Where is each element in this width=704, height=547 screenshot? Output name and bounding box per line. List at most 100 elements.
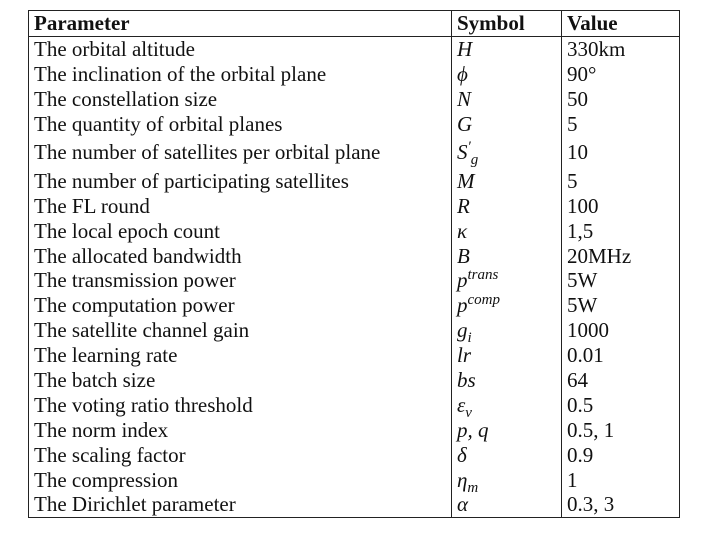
- symbol-cell: G: [451, 111, 562, 137]
- parameter-cell: The compression: [28, 467, 452, 493]
- value-cell: 100: [561, 193, 680, 219]
- parameter-cell: The norm index: [28, 417, 452, 443]
- symbol-base: g: [457, 318, 468, 343]
- symbol-cell: S′g: [451, 136, 562, 169]
- table-row: The local epoch count κ 1,5: [28, 218, 680, 244]
- symbol-superscript: ′: [467, 139, 471, 156]
- symbol-cell: N: [451, 86, 562, 112]
- symbol-base: M: [457, 168, 475, 193]
- symbol-base: lr: [457, 343, 472, 368]
- parameter-cell: The number of satellites per orbital pla…: [28, 136, 452, 169]
- table-row: The voting ratio threshold εv 0.5: [28, 392, 680, 418]
- symbol-base: α: [457, 492, 469, 517]
- symbol-base: G: [457, 112, 473, 136]
- table-row: The allocated bandwidth B 20MHz: [28, 243, 680, 269]
- parameter-cell: The quantity of orbital planes: [28, 111, 452, 137]
- symbol-base: bs: [457, 368, 476, 393]
- symbol-base: η: [457, 467, 468, 492]
- parameter-cell: The FL round: [28, 193, 452, 219]
- table-row: The computation power pcomp 5W: [28, 292, 680, 318]
- symbol-base: δ: [457, 442, 467, 467]
- symbol-subscript: g: [470, 152, 479, 169]
- symbol-base: N: [457, 87, 472, 112]
- symbol-base: p: [457, 293, 468, 318]
- symbol-base: S: [457, 140, 468, 165]
- parameter-cell: The learning rate: [28, 342, 452, 368]
- value-cell: 64: [561, 367, 680, 393]
- symbol-base: R: [457, 193, 470, 218]
- table-row: The compression ηm 1: [28, 467, 680, 493]
- symbol-cell: ηm: [451, 467, 562, 493]
- table-row: The batch size bs 64: [28, 367, 680, 393]
- parameter-table: Parameter Symbol Value The orbital altit…: [28, 10, 680, 518]
- parameter-cell: The Dirichlet parameter: [28, 492, 452, 518]
- symbol-subscript: v: [465, 405, 472, 418]
- value-cell: 0.5, 1: [561, 417, 680, 443]
- header-row: Parameter Symbol Value: [28, 10, 680, 37]
- symbol-cell: pcomp: [451, 292, 562, 318]
- table-row: The number of participating satellites M 5: [28, 168, 680, 194]
- value-cell: 1,5: [561, 218, 680, 244]
- symbol-subscript: m: [467, 479, 479, 493]
- value-cell: 5W: [561, 292, 680, 318]
- parameter-cell: The orbital altitude: [28, 36, 452, 62]
- symbol-cell: εv: [451, 392, 562, 418]
- table-row: The orbital altitude H 330km: [28, 36, 680, 62]
- symbol-base: p: [457, 268, 468, 293]
- symbol-cell: M: [451, 168, 562, 194]
- table-row: The constellation size N 50: [28, 86, 680, 112]
- symbol-cell: κ: [451, 218, 562, 244]
- symbol-cell: α: [451, 492, 562, 518]
- symbol-cell: R: [451, 193, 562, 219]
- value-cell: 50: [561, 86, 680, 112]
- table-row: The learning rate lr 0.01: [28, 342, 680, 368]
- symbol-superscript: trans: [467, 268, 499, 284]
- symbol-superscript: comp: [467, 292, 501, 309]
- parameter-cell: The number of participating satellites: [28, 168, 452, 194]
- value-cell: 5W: [561, 268, 680, 293]
- table-row: The Dirichlet parameter α 0.3, 3: [28, 492, 680, 518]
- symbol-cell: ptrans: [451, 268, 562, 293]
- symbol-base: ε: [457, 392, 466, 417]
- table-row: The satellite channel gain gi 1000: [28, 317, 680, 343]
- parameter-cell: The local epoch count: [28, 218, 452, 244]
- table-row: The inclination of the orbital plane ϕ 90°: [28, 61, 680, 87]
- value-cell: 330km: [561, 36, 680, 62]
- value-cell: 10: [561, 136, 680, 169]
- symbol-cell: gi: [451, 317, 562, 343]
- symbol-base: p, q: [457, 417, 489, 442]
- value-cell: 20MHz: [561, 243, 680, 269]
- value-cell: 0.5: [561, 392, 680, 418]
- symbol-base: B: [457, 243, 470, 268]
- table-row: The FL round R 100: [28, 193, 680, 219]
- symbol-cell: ϕ: [451, 61, 562, 87]
- parameter-cell: The inclination of the orbital plane: [28, 61, 452, 87]
- value-cell: 1000: [561, 317, 680, 343]
- symbol-subscript: i: [467, 330, 472, 343]
- header-parameter: Parameter: [28, 10, 452, 37]
- parameter-cell: The satellite channel gain: [28, 317, 452, 343]
- parameter-cell: The allocated bandwidth: [28, 243, 452, 269]
- value-cell: 5: [561, 111, 680, 137]
- symbol-cell: δ: [451, 442, 562, 468]
- value-cell: 0.3, 3: [561, 492, 680, 518]
- header-symbol: Symbol: [451, 10, 562, 37]
- table-row: The number of satellites per orbital pla…: [28, 136, 680, 169]
- value-cell: 0.01: [561, 342, 680, 368]
- value-cell: 5: [561, 168, 680, 194]
- parameter-cell: The constellation size: [28, 86, 452, 112]
- symbol-base: κ: [457, 218, 468, 243]
- value-cell: 90°: [561, 61, 680, 87]
- table-row: The scaling factor δ 0.9: [28, 442, 680, 468]
- symbol-cell: lr: [451, 342, 562, 368]
- parameter-cell: The computation power: [28, 292, 452, 318]
- symbol-cell: B: [451, 243, 562, 269]
- symbol-cell: H: [451, 36, 562, 62]
- table-row: The norm index p, q 0.5, 1: [28, 417, 680, 443]
- value-cell: 0.9: [561, 442, 680, 468]
- parameter-cell: The batch size: [28, 367, 452, 393]
- parameter-cell: The scaling factor: [28, 442, 452, 468]
- header-value: Value: [561, 10, 680, 37]
- symbol-cell: bs: [451, 367, 562, 393]
- table-row: The quantity of orbital planes G 5: [28, 111, 680, 137]
